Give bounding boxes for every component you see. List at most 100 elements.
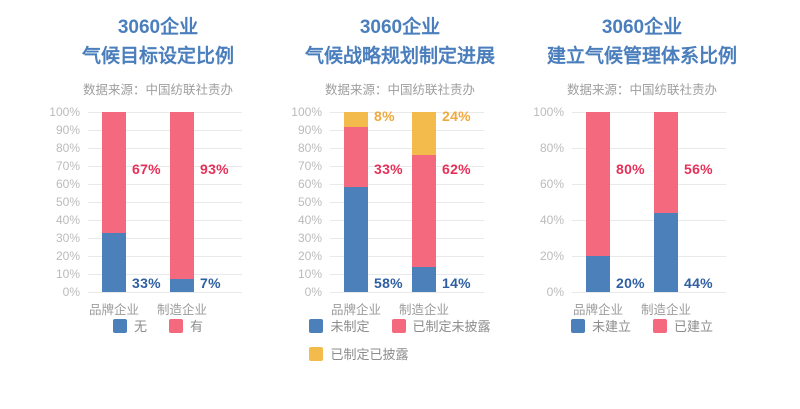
- value-label: 8%: [374, 108, 395, 124]
- bar-segment: [586, 256, 610, 292]
- category-label: 品牌企业: [572, 303, 623, 317]
- y-axis-tick-label: 10%: [297, 267, 322, 281]
- legend-swatch: [391, 318, 406, 333]
- y-axis-tick-label: 100%: [291, 105, 322, 119]
- chart-plot: 0% 10% 20% 30% 40% 50% 60% 70% 80% 90% 100% 58% 33% 8…: [282, 105, 518, 317]
- gridline: [88, 183, 242, 185]
- y-axis-tick-label: 60%: [539, 177, 564, 191]
- value-label: 62%: [442, 160, 471, 177]
- gridline: [330, 237, 484, 239]
- y-axis-tick-label: 80%: [55, 141, 80, 155]
- legend-label: 未建立: [591, 319, 631, 334]
- legend-swatch: [309, 318, 324, 333]
- y-axis-tick-label: 60%: [55, 177, 80, 191]
- chart-legend: 未建立 已建立: [570, 316, 713, 335]
- legend-item: 有: [169, 316, 203, 335]
- legend-item: 已制定已披露: [309, 344, 409, 363]
- y-axis-tick-label: 10%: [55, 267, 80, 281]
- value-label: 20%: [616, 275, 645, 291]
- legend-row: 已制定已披露: [309, 344, 409, 363]
- y-axis-tick-label: 30%: [55, 231, 80, 245]
- legend-row: 未制定 已制定未披露: [309, 316, 491, 335]
- gridline: [88, 165, 242, 167]
- gridline: [88, 219, 242, 221]
- category-label: 品牌企业: [330, 303, 381, 317]
- stacked-bar: [170, 112, 194, 292]
- gridline: [88, 201, 242, 203]
- stacked-bar: [654, 112, 678, 292]
- y-axis-tick-label: 20%: [55, 249, 80, 263]
- value-label: 44%: [684, 275, 713, 291]
- gridline: [88, 129, 242, 131]
- chart-title-line: 气候战略规划制定进展: [304, 45, 495, 67]
- legend-swatch: [653, 318, 667, 333]
- gridline: [330, 165, 484, 167]
- chart-plot: 0% 10% 20% 30% 40% 50% 60% 70% 80% 90% 100% 33% 67% 品…: [40, 105, 276, 317]
- category-label: 制造企业: [398, 303, 449, 317]
- y-axis-tick-label: 40%: [539, 213, 564, 227]
- stacked-bar: [586, 112, 610, 292]
- y-axis-tick-label: 20%: [297, 249, 322, 263]
- category-label: 制造企业: [640, 303, 691, 317]
- legend-row: 无有: [112, 316, 203, 335]
- chart-title: 3060企业建立气候管理体系比例: [524, 14, 760, 71]
- gridline: [330, 255, 484, 257]
- y-axis-tick-label: 20%: [539, 249, 564, 263]
- chart-legend: 无有: [112, 316, 203, 335]
- gridline: [330, 219, 484, 221]
- y-axis-tick-label: 0%: [304, 285, 322, 299]
- bar-segment: [412, 112, 436, 156]
- y-axis-tick-label: 100%: [49, 105, 80, 119]
- charts-row: 3060企业 气候目标设定比例 数据来源：中国纺联社责办 0% 10% 20% 30% 40%…: [40, 14, 760, 363]
- value-label: 80%: [616, 160, 645, 177]
- bar-segment: [412, 155, 436, 267]
- y-axis-tick-label: 80%: [297, 141, 322, 155]
- legend-item: 未建立: [570, 316, 631, 335]
- legend-label: 无: [133, 319, 147, 334]
- bar-segment: [344, 126, 368, 187]
- chart-source: 数据来源：中国纺联社责办: [566, 83, 717, 97]
- gridline: [88, 237, 242, 239]
- gridline: [572, 255, 726, 257]
- chart-title-line: 3060企业: [117, 17, 199, 38]
- gridline: [330, 129, 484, 131]
- gridline: [330, 291, 484, 293]
- value-label: 33%: [132, 275, 161, 291]
- bar-segment: [586, 112, 610, 256]
- chart-title: 3060企业 气候战略规划制定进展: [282, 14, 518, 71]
- y-axis-tick-label: 40%: [297, 213, 322, 227]
- bar-segment: [412, 266, 436, 292]
- gridline: [88, 273, 242, 275]
- y-axis-tick-label: 50%: [55, 195, 80, 209]
- y-axis-tick-label: 60%: [297, 177, 322, 191]
- gridline: [88, 255, 242, 257]
- plot-area: 20% 80% 品牌企业 44% 56% 制造企业: [572, 112, 726, 317]
- plot-area: 58% 33% 8% 品牌企业 14% 62% 24% 制造企业: [330, 108, 484, 317]
- legend-label: 未制定: [330, 319, 370, 334]
- legend-item: 已建立: [653, 316, 713, 335]
- y-axis-tick-label: 30%: [297, 231, 322, 245]
- y-axis-tick-label: 50%: [297, 195, 322, 209]
- chart-1: 3060企业 气候目标设定比例 数据来源：中国纺联社责办 0% 10% 20% 30% 40%…: [40, 14, 276, 363]
- gridline: [330, 201, 484, 203]
- bar-segment: [170, 112, 194, 280]
- bar-segment: [654, 112, 678, 213]
- legend-swatch: [169, 318, 183, 333]
- gridline: [330, 147, 484, 149]
- bar-segment: [344, 112, 368, 127]
- value-label: 33%: [374, 160, 403, 177]
- gridline: [330, 111, 484, 113]
- chart-title-line: 建立气候管理体系比例: [546, 45, 737, 67]
- chart-title-line: 3060企业: [601, 17, 683, 38]
- gridline: [88, 111, 242, 113]
- gridline: [88, 147, 242, 149]
- legend-row: 未建立 已建立: [570, 316, 713, 335]
- y-axis-tick-label: 70%: [297, 159, 322, 173]
- stacked-bar: [344, 112, 368, 292]
- chart-legend: 未制定 已制定未披露 已制定已披露: [309, 316, 491, 363]
- y-axis-tick-label: 80%: [539, 141, 564, 155]
- legend-label: 已建立: [674, 319, 714, 334]
- value-label: 24%: [442, 108, 471, 124]
- legend-item: 无: [112, 316, 147, 335]
- value-label: 7%: [200, 275, 221, 291]
